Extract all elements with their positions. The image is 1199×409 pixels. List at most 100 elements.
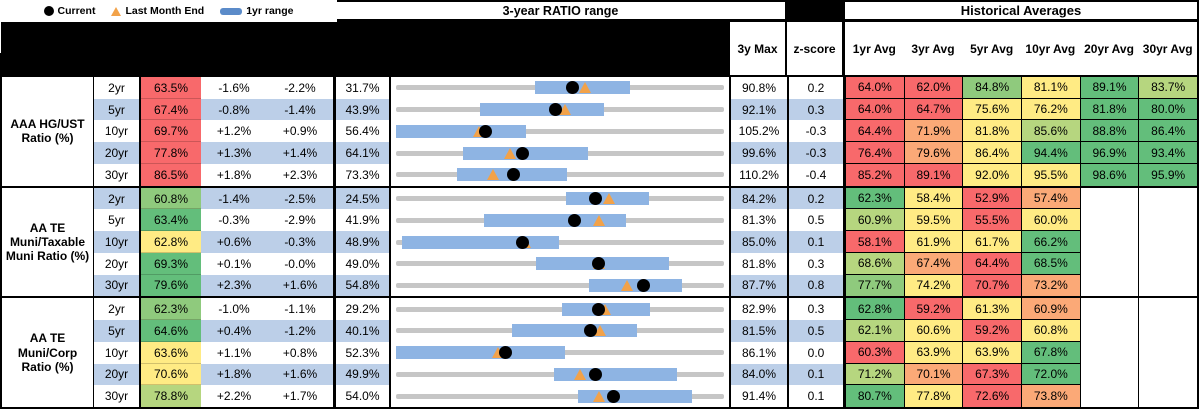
- cell-zscore: 0.3: [787, 298, 845, 321]
- cell-current: 62.8%: [139, 231, 201, 253]
- group-rows: 2yr 60.8% -1.4% -2.5% 24.5% 84.2% 0.2 62.3% 58.4…: [94, 187, 1198, 297]
- cell-tenor: 30yr: [94, 163, 139, 186]
- table-row: 5yr 63.4% -0.3% -2.9% 41.9% 81.3% 0.5 60.9% 59.5…: [94, 209, 1198, 232]
- one-year-range-bar: [396, 346, 565, 360]
- cell-wtd-chg: +1.2%: [201, 120, 267, 143]
- current-dot: [516, 146, 530, 160]
- cell-3y-min: 31.7%: [333, 77, 389, 99]
- cell-zscore: 0.1: [787, 231, 845, 253]
- cell-mtd-chg: +1.4%: [267, 142, 333, 164]
- current-dot: [506, 168, 520, 182]
- cell-avg: 79.6%: [903, 142, 963, 164]
- last-month-end-triangle: [603, 193, 616, 205]
- cell-tenor: 30yr: [94, 385, 139, 408]
- cell-zscore: -0.3: [787, 142, 845, 164]
- cell-avg: 61.9%: [903, 231, 963, 253]
- cell-wtd-chg: -1.4%: [201, 187, 267, 210]
- current-dot: [565, 81, 579, 95]
- cell-avg: 73.8%: [1021, 385, 1080, 408]
- cell-avg: 77.7%: [845, 274, 904, 297]
- three-year-track: [396, 128, 724, 134]
- range-section-header: 3-year RATIO range: [336, 2, 785, 19]
- cell-avg: 64.0%: [845, 77, 904, 99]
- cell-mtd-chg: +2.3%: [267, 163, 333, 186]
- last-month-end-triangle-icon: [111, 6, 122, 16]
- cell-avg: 60.9%: [845, 209, 904, 232]
- legend-1yr-range: 1yr range: [220, 5, 293, 17]
- cell-avg: 77.8%: [903, 385, 963, 408]
- cell-wtd-chg: +0.6%: [201, 231, 267, 253]
- current-dot: [588, 192, 602, 206]
- table-body: AAA HG/UST Ratio (%) 2yr 63.5% -1.6% -2.2% 31…: [0, 77, 1199, 409]
- group-label: AA TE Muni/Corp Ratio (%): [2, 298, 94, 408]
- cell-avg: 64.4%: [845, 120, 904, 143]
- cell-avg-empty: [1138, 252, 1198, 275]
- cell-current: 79.6%: [139, 274, 201, 297]
- col-header-10yr-avg: 10yr Avg: [1025, 41, 1076, 56]
- cell-3y-max: 91.4%: [729, 385, 787, 408]
- range-plot: [389, 187, 729, 210]
- one-year-range-bar: [512, 324, 637, 338]
- range-plot: [389, 341, 729, 364]
- cell-avg: 60.9%: [1021, 298, 1080, 321]
- table-row: 2yr 62.3% -1.0% -1.1% 29.2% 82.9% 0.3 62.8% 59.2…: [94, 298, 1198, 321]
- cell-zscore: 0.2: [787, 77, 845, 99]
- cell-avg: 62.3%: [845, 187, 904, 210]
- three-year-track: [396, 196, 724, 202]
- cell-avg: 58.4%: [903, 187, 963, 210]
- cell-mtd-chg: -2.9%: [267, 209, 333, 232]
- current-dot: [583, 324, 597, 338]
- cell-tenor: 5yr: [94, 98, 139, 121]
- cell-3y-min: 56.4%: [333, 120, 389, 143]
- cell-avg: 61.3%: [962, 298, 1022, 321]
- cell-wtd-chg: -1.6%: [201, 77, 267, 99]
- cell-tenor: 2yr: [94, 298, 139, 321]
- cell-tenor: 10yr: [94, 120, 139, 143]
- col-header-1yr-avg: 1yr Avg: [852, 41, 896, 56]
- cell-wtd-chg: -1.0%: [201, 298, 267, 321]
- col-header-5yr-avg: 5yr Avg: [970, 41, 1014, 56]
- cell-avg: 81.8%: [962, 120, 1022, 143]
- cell-mtd-chg: -0.3%: [267, 231, 333, 253]
- cell-avg-empty: [1079, 252, 1139, 275]
- cell-avg: 59.2%: [962, 320, 1022, 342]
- cell-3y-max: 85.0%: [729, 231, 787, 253]
- cell-avg: 80.0%: [1138, 98, 1198, 121]
- table-row: 10yr 63.6% +1.1% +0.8% 52.3% 86.1% 0.0 60.3% 63.…: [94, 341, 1198, 364]
- cell-avg: 59.2%: [903, 298, 963, 321]
- cell-avg: 61.7%: [962, 231, 1022, 253]
- cell-3y-max: 81.3%: [729, 209, 787, 232]
- cell-avg-empty: [1079, 341, 1139, 364]
- range-plot: [389, 98, 729, 121]
- cell-tenor: 10yr: [94, 231, 139, 253]
- cell-avg: 93.4%: [1138, 142, 1198, 164]
- three-year-track: [396, 282, 724, 288]
- row-group: AAA HG/UST Ratio (%) 2yr 63.5% -1.6% -2.2% 31…: [2, 77, 1198, 186]
- range-plot: [389, 298, 729, 321]
- average-column-headers: 1yr Avg 3yr Avg 5yr Avg 10yr Avg 20yr Av…: [845, 22, 1197, 75]
- cell-avg-empty: [1138, 341, 1198, 364]
- cell-3y-min: 24.5%: [333, 187, 389, 210]
- cell-tenor: 20yr: [94, 142, 139, 164]
- cell-avg: 63.9%: [962, 341, 1022, 364]
- cell-current: 78.8%: [139, 385, 201, 408]
- cell-3y-min: 73.3%: [333, 163, 389, 186]
- cell-avg: 60.8%: [1021, 320, 1080, 342]
- range-plot: [389, 385, 729, 408]
- cell-current: 69.3%: [139, 252, 201, 275]
- cell-current: 69.7%: [139, 120, 201, 143]
- one-year-range-bar-icon: [220, 7, 243, 15]
- cell-avg: 81.8%: [1079, 98, 1139, 121]
- cell-zscore: 0.5: [787, 320, 845, 342]
- cell-avg: 60.3%: [845, 341, 904, 364]
- one-year-range-bar: [401, 235, 559, 249]
- cell-avg-empty: [1079, 298, 1139, 321]
- one-year-range-bar: [577, 389, 693, 403]
- cell-tenor: 2yr: [94, 187, 139, 210]
- one-year-range-bar: [484, 213, 626, 227]
- cell-3y-max: 87.7%: [729, 274, 787, 297]
- table-row: 20yr 69.3% +0.1% -0.0% 49.0% 81.8% 0.3 68.6% 67.…: [94, 252, 1198, 275]
- cell-avg: 66.2%: [1021, 231, 1080, 253]
- table-row: 10yr 69.7% +1.2% +0.9% 56.4% 105.2% -0.3 64.4% 7…: [94, 120, 1198, 143]
